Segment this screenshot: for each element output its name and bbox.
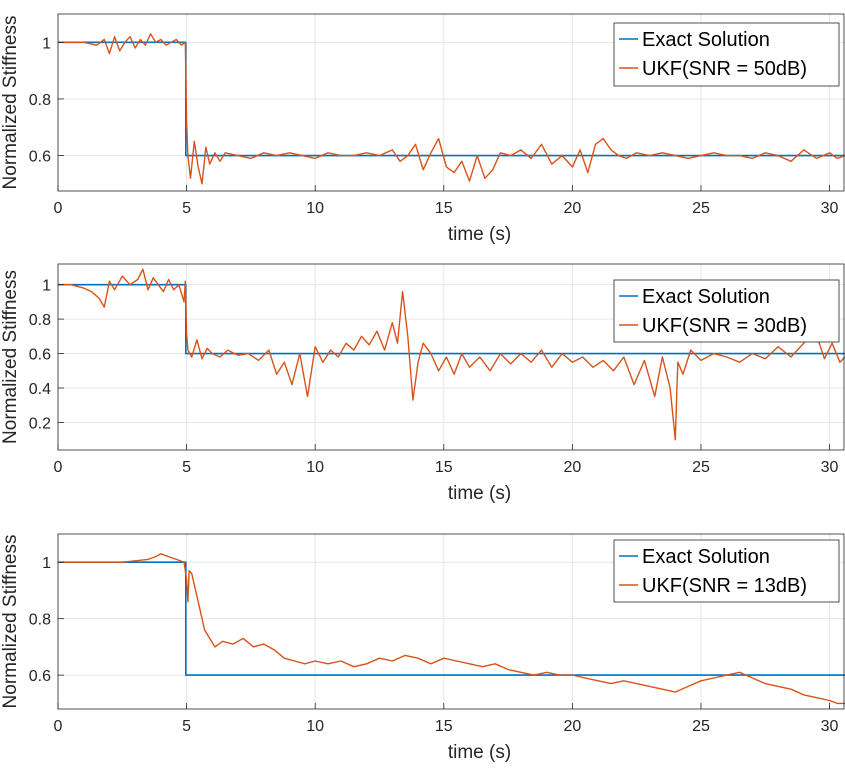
legend-label-ukf: UKF(SNR = 13dB): [642, 575, 807, 597]
x-tick-label: 30: [821, 718, 839, 735]
series-line-ukf: [58, 268, 845, 441]
axes-box: [57, 263, 845, 451]
series-line-ukf: [58, 553, 845, 705]
x-tick-label: 10: [306, 200, 324, 217]
series-line-ukf: [58, 33, 845, 185]
x-tick-label: 20: [563, 459, 581, 476]
x-tick-label: 30: [821, 200, 839, 217]
x-tick-label: 25: [692, 718, 710, 735]
x-tick-label: 5: [182, 718, 191, 735]
chart-panel-2: 0 5 10 15 20 25 30 0.2 0.4 0.6 0.8 1 time (s) Normali…: [0, 263, 845, 504]
x-tick-label: 5: [182, 459, 191, 476]
x-tick-label: 25: [692, 200, 710, 217]
x-tick-label: 15: [435, 718, 453, 735]
legend-label-ukf: UKF(SNR = 30dB): [642, 315, 807, 337]
legend-label-exact-solution: Exact Solution: [642, 286, 770, 308]
chart-panel-3: 0 5 10 15 20 25 30 0.6 0.8 1 time (s) Normalized St…: [0, 533, 845, 763]
chart-panel-1: 0 5 10 15 20 25 30 0.6 0.8 1 time (s) Normalized St…: [0, 13, 845, 245]
x-tick-label: 5: [182, 200, 191, 217]
legend-box: [613, 539, 840, 603]
x-axis-label: time (s): [448, 742, 511, 763]
y-axis-label: Normalized Stiffness: [0, 535, 21, 709]
x-tick-label: 15: [435, 459, 453, 476]
x-tick-label: 20: [563, 718, 581, 735]
legend: Exact Solution UKF(SNR = 13dB): [613, 539, 840, 603]
y-tick-label: 0.4: [29, 381, 51, 398]
legend-label-exact-solution: Exact Solution: [642, 546, 770, 568]
y-tick-label: 1: [42, 555, 51, 572]
y-tick-label: 0.6: [29, 347, 51, 364]
x-tick-label: 0: [54, 718, 63, 735]
x-tick-label: 15: [435, 200, 453, 217]
x-tick-label: 0: [54, 200, 63, 217]
legend-box: [613, 22, 840, 87]
y-axis-label: Normalized Stiffness: [0, 16, 21, 190]
x-axis-label: time (s): [448, 224, 511, 245]
legend: Exact Solution UKF(SNR = 50dB): [613, 22, 840, 87]
axes-box: [57, 13, 845, 192]
y-tick-label: 0.8: [29, 312, 51, 329]
axes-box: [57, 533, 845, 710]
legend-label-exact-solution: Exact Solution: [642, 29, 770, 51]
x-tick-label: 0: [54, 459, 63, 476]
y-tick-label: 0.8: [29, 92, 51, 109]
x-tick-label: 10: [306, 459, 324, 476]
x-tick-label: 25: [692, 459, 710, 476]
y-tick-label: 0.6: [29, 149, 51, 166]
y-tick-label: 1: [42, 35, 51, 52]
y-tick-label: 0.6: [29, 668, 51, 685]
legend: Exact Solution UKF(SNR = 30dB): [613, 279, 840, 343]
y-axis-label: Normalized Stiffness: [0, 270, 21, 444]
legend-box: [613, 279, 840, 343]
x-tick-label: 20: [563, 200, 581, 217]
legend-label-ukf: UKF(SNR = 50dB): [642, 58, 807, 80]
y-tick-label: 0.2: [29, 415, 51, 432]
x-tick-label: 30: [821, 459, 839, 476]
y-tick-label: 1: [42, 278, 51, 295]
x-tick-label: 10: [306, 718, 324, 735]
y-tick-label: 0.8: [29, 612, 51, 629]
x-axis-label: time (s): [448, 483, 511, 504]
